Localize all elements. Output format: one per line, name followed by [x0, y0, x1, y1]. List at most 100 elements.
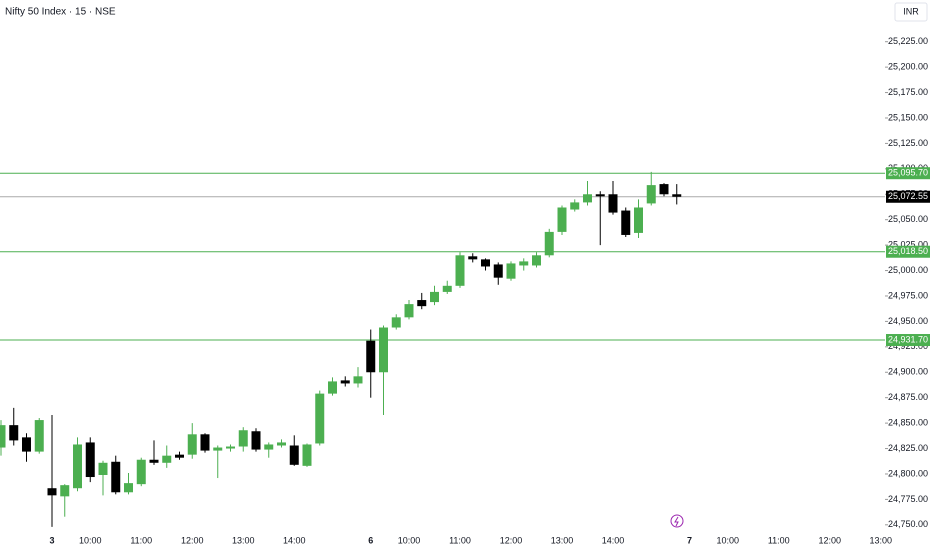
candle-body [162, 455, 172, 463]
x-tick-label: 12:00 [181, 535, 204, 545]
candle-body [251, 431, 261, 450]
candle-body [672, 194, 682, 197]
candle-body [532, 255, 541, 266]
y-tick-label: 25,000.00 [888, 265, 928, 275]
candle-body [73, 444, 82, 489]
candle-body [136, 459, 146, 485]
y-tick-label: 25,150.00 [888, 112, 928, 122]
y-tick-label: 25,175.00 [888, 87, 928, 97]
y-tick-label: 24,775.00 [888, 494, 928, 504]
candle-body [175, 454, 184, 458]
x-tick-label: 13:00 [232, 535, 255, 545]
candle-body [226, 446, 235, 449]
x-tick-label: 10:00 [79, 535, 102, 545]
candle-body [519, 261, 529, 266]
price-tag [886, 190, 930, 203]
candle-body [506, 263, 516, 279]
candle-body [417, 300, 427, 307]
candle-body [60, 485, 70, 497]
candle-body [583, 194, 592, 203]
price-tag-label: 24,931.70 [888, 334, 928, 344]
candle-body [111, 461, 121, 493]
candle-body [659, 184, 669, 195]
y-tick-label: 25,225.00 [888, 36, 928, 46]
price-tag [886, 245, 930, 258]
candle-body [353, 376, 363, 384]
candle-body [468, 256, 478, 260]
event-icon[interactable] [670, 514, 684, 528]
candle-body [608, 194, 618, 213]
x-tick-label: 11:00 [449, 535, 471, 545]
y-tick-label: 24,925.00 [888, 341, 928, 351]
candle-body [34, 420, 44, 452]
candle-body [187, 434, 197, 455]
candle-body [0, 425, 6, 448]
x-tick-label: 13:00 [551, 535, 574, 545]
x-tick-label: 12:00 [818, 535, 841, 545]
candle-body [9, 425, 19, 441]
price-tag-label: 25,072.55 [888, 191, 928, 201]
candle-body [442, 285, 452, 292]
x-tick-label: 3 [49, 535, 54, 545]
candle-body [149, 459, 159, 463]
price-tag [886, 334, 930, 347]
x-tick-label: 14:00 [602, 535, 625, 545]
candle-body [621, 210, 631, 235]
currency-label[interactable]: INR [903, 6, 919, 16]
x-tick-label: 7 [687, 535, 692, 545]
candle-body [47, 488, 57, 496]
y-tick-label: 24,850.00 [888, 417, 928, 427]
candle-body [430, 291, 439, 303]
candle-body [646, 185, 656, 204]
x-tick-label: 11:00 [130, 535, 152, 545]
candle-body [98, 462, 108, 475]
candle-body [366, 340, 376, 373]
x-tick-label: 10:00 [716, 535, 739, 545]
x-tick-label: 6 [368, 535, 373, 545]
candle-body [595, 194, 605, 197]
candle-body [289, 445, 299, 465]
y-tick-label: 24,950.00 [888, 316, 928, 326]
candle-body [22, 437, 31, 452]
candle-body [302, 444, 312, 466]
y-tick-label: 25,050.00 [888, 214, 928, 224]
y-tick-label: 25,125.00 [888, 138, 928, 148]
candle-body [264, 444, 274, 450]
x-tick-label: 11:00 [768, 535, 790, 545]
y-tick-label: 24,800.00 [888, 468, 928, 478]
candle-body [340, 380, 350, 384]
x-tick-label: 12:00 [500, 535, 523, 545]
candle-body [481, 259, 490, 267]
y-tick-label: 24,825.00 [888, 443, 928, 453]
candle-body [85, 442, 95, 478]
x-tick-label: 10:00 [398, 535, 421, 545]
candle-body [213, 447, 223, 451]
candle-body [315, 393, 325, 444]
currency-button[interactable] [894, 2, 928, 22]
candle-body [391, 317, 401, 328]
candle-body [200, 434, 210, 451]
candle-body [277, 442, 286, 446]
candle-body [238, 430, 248, 447]
y-tick-label: 25,025.00 [888, 239, 928, 249]
candle-body [455, 255, 465, 286]
price-tag [886, 167, 930, 180]
x-tick-label: 13:00 [869, 535, 892, 545]
candle-body [557, 207, 567, 232]
y-tick-label: 24,900.00 [888, 367, 928, 377]
x-tick-label: 14:00 [283, 535, 306, 545]
candle-body [328, 381, 337, 394]
candle-body [634, 207, 643, 233]
y-tick-label: 24,750.00 [888, 519, 928, 529]
price-tag-label: 25,095.70 [888, 168, 928, 178]
candle-body [124, 483, 133, 493]
price-tag-label: 25,018.50 [888, 246, 928, 256]
candle-body [570, 202, 580, 210]
candle-body [379, 327, 388, 373]
candle-body [544, 231, 554, 256]
y-tick-label: 24,975.00 [888, 290, 928, 300]
y-tick-label: 25,200.00 [888, 62, 928, 72]
candle-body [493, 264, 503, 278]
